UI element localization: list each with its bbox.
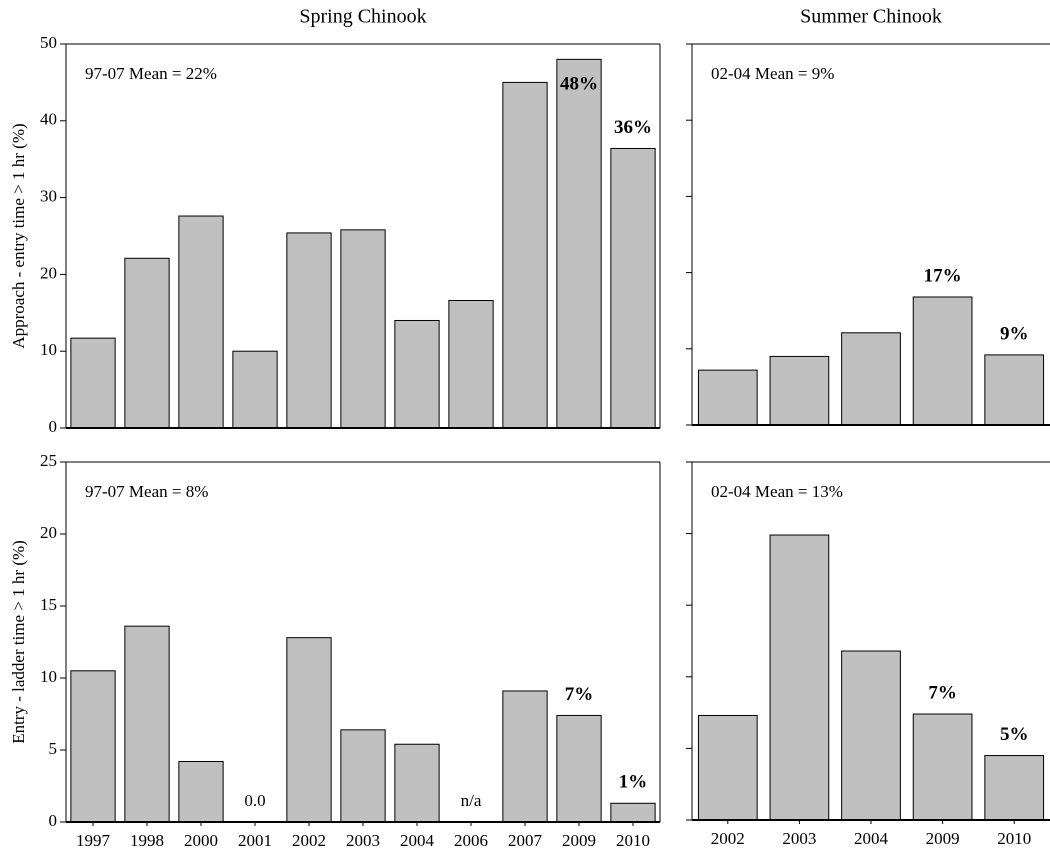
bar xyxy=(984,755,1045,821)
bar xyxy=(502,690,548,823)
y-tick-label: 50 xyxy=(40,33,57,52)
chart-title: Spring Chinook xyxy=(299,6,426,28)
bar xyxy=(340,729,386,823)
bar xyxy=(556,714,602,823)
y-tick-label: 0 xyxy=(49,811,58,830)
bar xyxy=(286,637,332,823)
value-label: 36% xyxy=(614,117,652,138)
bar xyxy=(70,337,116,429)
x-tick-label: 2004 xyxy=(400,831,435,850)
y-axis-label: Approach - entry time > 1 hr (%) xyxy=(9,123,28,348)
bar xyxy=(502,81,548,429)
y-tick-label: 25 xyxy=(40,451,57,470)
bar xyxy=(769,534,830,821)
value-label: 7% xyxy=(565,684,594,705)
value-label: 1% xyxy=(619,772,648,793)
bar xyxy=(178,761,224,823)
y-tick-label: 5 xyxy=(49,739,58,758)
annotation: 02-04 Mean = 13% xyxy=(711,482,843,501)
bar xyxy=(178,215,224,429)
bar xyxy=(610,802,656,823)
bar xyxy=(340,229,386,429)
x-tick-label: 2004 xyxy=(854,829,889,848)
bar xyxy=(912,296,973,426)
value-label: 48% xyxy=(560,74,598,95)
bar xyxy=(769,355,830,426)
y-tick-label: 40 xyxy=(40,110,57,129)
x-tick-label: 2006 xyxy=(454,831,488,850)
bar xyxy=(394,743,440,823)
bar xyxy=(984,354,1045,426)
value-label: 7% xyxy=(928,682,957,703)
annotation: 97-07 Mean = 8% xyxy=(85,482,208,501)
bar xyxy=(232,350,278,429)
chart-title: Summer Chinook xyxy=(800,6,942,28)
x-tick-label: 2010 xyxy=(997,829,1031,848)
x-tick-label: 2007 xyxy=(508,831,543,850)
x-tick-label: 2000 xyxy=(184,831,218,850)
x-tick-label: 2009 xyxy=(926,829,960,848)
y-tick-label: 10 xyxy=(40,340,57,359)
y-tick-label: 20 xyxy=(40,523,57,542)
bar xyxy=(610,147,656,429)
bar xyxy=(124,625,170,823)
bar xyxy=(697,369,758,426)
y-tick-label: 0 xyxy=(49,417,58,436)
bar xyxy=(556,58,602,429)
x-tick-label: 1997 xyxy=(76,831,111,850)
bar xyxy=(70,670,116,823)
y-tick-label: 15 xyxy=(40,595,57,614)
x-tick-label: 2002 xyxy=(292,831,326,850)
value-label: n/a xyxy=(461,791,482,810)
y-tick-label: 10 xyxy=(40,667,57,686)
y-tick-label: 30 xyxy=(40,187,57,206)
x-tick-label: 2010 xyxy=(616,831,650,850)
bar xyxy=(286,232,332,429)
value-label: 0.0 xyxy=(244,791,265,810)
x-tick-label: 2002 xyxy=(711,829,745,848)
x-tick-label: 2003 xyxy=(346,831,380,850)
bar xyxy=(912,713,973,821)
annotation: 02-04 Mean = 9% xyxy=(711,64,834,83)
x-tick-label: 2003 xyxy=(782,829,816,848)
y-tick-label: 20 xyxy=(40,263,57,282)
bar xyxy=(841,332,901,426)
x-tick-label: 1998 xyxy=(130,831,164,850)
x-tick-label: 2001 xyxy=(238,831,272,850)
bar xyxy=(697,714,758,821)
bar xyxy=(841,650,901,821)
value-label: 5% xyxy=(1000,724,1029,745)
bar xyxy=(394,319,440,429)
annotation: 97-07 Mean = 22% xyxy=(85,64,217,83)
bar xyxy=(448,300,494,429)
y-axis-label: Entry - ladder time > 1 hr (%) xyxy=(9,540,28,744)
value-label: 17% xyxy=(924,265,962,286)
bar xyxy=(124,257,170,429)
value-label: 9% xyxy=(1000,323,1029,344)
x-tick-label: 2009 xyxy=(562,831,596,850)
